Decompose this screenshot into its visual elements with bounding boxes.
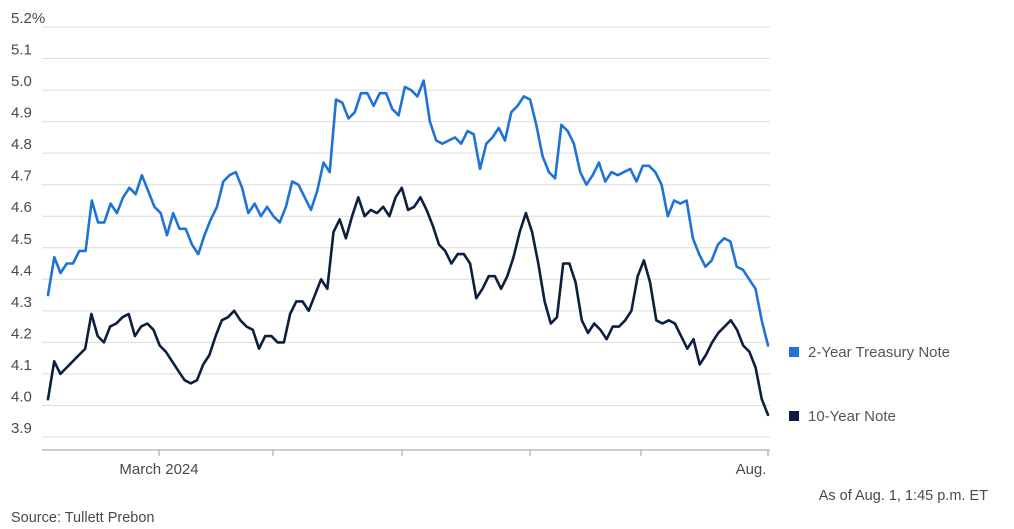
y-tick-label: 4.4 xyxy=(11,262,32,279)
legend-swatch-2yr xyxy=(789,347,799,357)
legend-label-10yr: 10-Year Note xyxy=(808,408,896,425)
y-tick-label: 4.5 xyxy=(11,231,32,248)
y-tick-label: 3.9 xyxy=(11,420,32,437)
source-note: Source: Tullett Prebon xyxy=(11,510,154,526)
x-tick-label-march: March 2024 xyxy=(119,461,198,478)
legend-swatch-10yr xyxy=(789,411,799,421)
x-tick-label-aug: Aug. xyxy=(736,461,767,478)
y-tick-label: 4.6 xyxy=(11,199,32,216)
series-line-2yr xyxy=(46,79,770,347)
y-tick-label: 5.0 xyxy=(11,73,32,90)
as-of-note: As of Aug. 1, 1:45 p.m. ET xyxy=(819,488,988,504)
y-tick-label: 4.1 xyxy=(11,357,32,374)
y-axis-tick-labels: 5.2% 5.1 5.0 4.9 4.8 4.7 4.6 4.5 4.4 4.3 4.2 4.1 4.0… xyxy=(11,10,45,437)
series-line-10yr xyxy=(46,186,770,417)
series-lines xyxy=(46,79,770,417)
gridlines xyxy=(42,26,770,438)
y-tick-label: 4.8 xyxy=(11,136,32,153)
y-tick-label: 4.0 xyxy=(11,388,32,405)
y-tick-label: 5.1 xyxy=(11,42,32,59)
y-tick-label: 4.9 xyxy=(11,105,32,122)
y-tick-label: 5.2% xyxy=(11,10,45,27)
legend-label-2yr: 2-Year Treasury Note xyxy=(808,344,950,361)
y-tick-label: 4.7 xyxy=(11,168,32,185)
y-tick-label: 4.3 xyxy=(11,294,32,311)
y-tick-label: 4.2 xyxy=(11,325,32,342)
x-axis-ticks xyxy=(158,450,769,456)
